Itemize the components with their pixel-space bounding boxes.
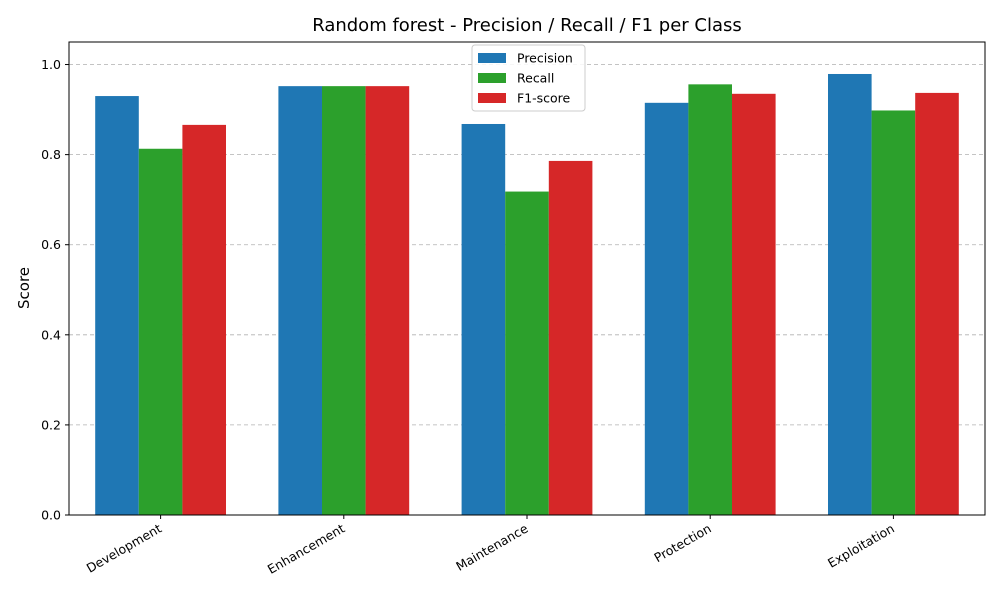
y-tick-label: 0.4 bbox=[41, 327, 61, 342]
bar-precision-development bbox=[95, 96, 139, 516]
y-axis-title: Score bbox=[15, 267, 33, 309]
bar-f1-score-development bbox=[182, 124, 226, 515]
bar-recall-exploitation bbox=[871, 110, 916, 515]
bars bbox=[95, 73, 959, 516]
legend-label: Recall bbox=[517, 71, 554, 86]
bar-f1-score-exploitation bbox=[915, 92, 959, 515]
legend-label: F1-score bbox=[517, 91, 571, 106]
legend-swatch bbox=[478, 73, 506, 83]
bar-f1-score-maintenance bbox=[548, 160, 593, 515]
bar-recall-enhancement bbox=[322, 86, 366, 515]
x-tick-label: Enhancement bbox=[265, 521, 348, 577]
axes bbox=[65, 41, 986, 519]
y-tick-label: 0.8 bbox=[41, 147, 61, 162]
x-tick-label: Protection bbox=[651, 521, 713, 566]
x-tick-label: Development bbox=[84, 521, 164, 576]
bar-recall-development bbox=[138, 148, 183, 515]
y-tick-label: 0.2 bbox=[41, 417, 61, 432]
plot-frame bbox=[68, 41, 986, 516]
legend-swatch bbox=[478, 93, 506, 103]
bar-f1-score-protection bbox=[732, 93, 776, 516]
bar-precision-protection bbox=[644, 102, 689, 516]
y-tick-label: 0.6 bbox=[41, 237, 61, 252]
bar-precision-exploitation bbox=[828, 73, 872, 515]
legend: Precision Recall F1-score bbox=[471, 44, 586, 112]
bar-precision-maintenance bbox=[461, 123, 506, 515]
x-tick-label: Maintenance bbox=[453, 520, 530, 573]
x-tick-label: Exploitation bbox=[825, 521, 897, 571]
y-tick-label: 1.0 bbox=[41, 57, 61, 72]
y-tick-label: 0.0 bbox=[41, 508, 61, 523]
bar-recall-maintenance bbox=[505, 191, 549, 515]
bar-recall-protection bbox=[688, 84, 732, 516]
bar-precision-enhancement bbox=[278, 86, 322, 515]
chart-title: Random forest - Precision / Recall / F1 … bbox=[312, 15, 742, 36]
bar-f1-score-enhancement bbox=[365, 86, 410, 515]
legend-swatch bbox=[478, 53, 506, 63]
legend-label: Precision bbox=[517, 51, 573, 66]
